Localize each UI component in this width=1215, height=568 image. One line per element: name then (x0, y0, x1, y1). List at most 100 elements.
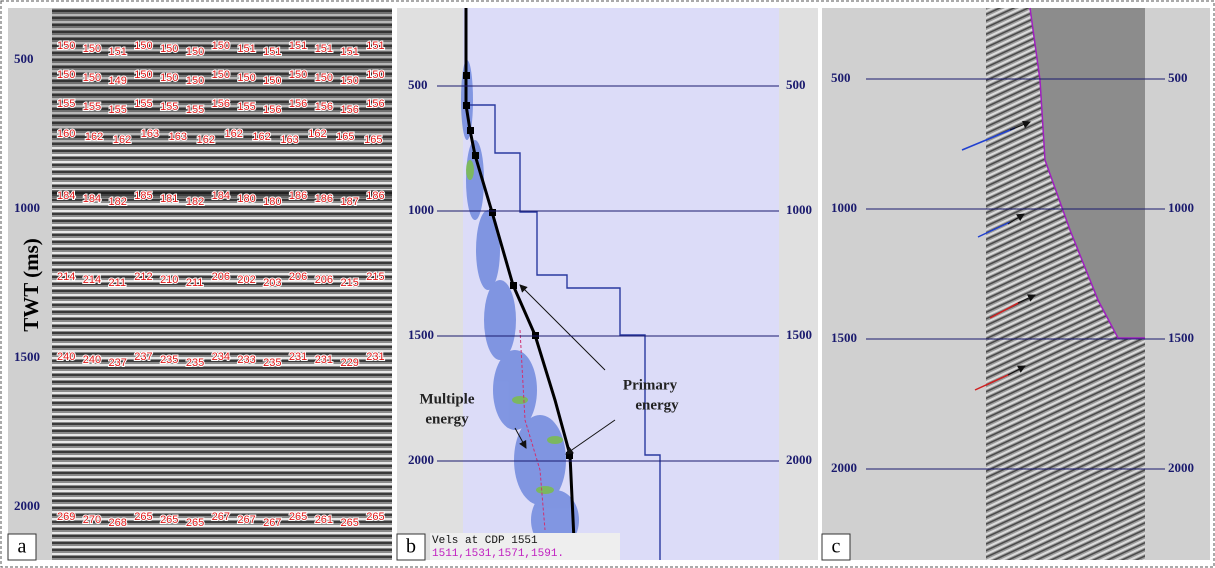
annotation: Multiple (420, 391, 475, 407)
velocity-label: 163 (141, 128, 159, 140)
velocity-label: 233 (237, 354, 255, 366)
velocity-label: 206 (289, 271, 307, 283)
arrow (1017, 294, 1036, 304)
velocity-label: 156 (289, 98, 307, 110)
velocity-label: 155 (237, 101, 255, 113)
y-tick-label: 500 (14, 51, 34, 66)
y-tick-label: 1500 (408, 327, 434, 342)
panel-label: a (18, 536, 27, 558)
arrow (974, 373, 1011, 391)
y-tick-label: 2000 (14, 498, 40, 513)
velocity-label: 240 (57, 351, 75, 363)
velocity-label: 150 (160, 43, 178, 55)
mute-line (1029, 7, 1145, 339)
velocity-label: 180 (237, 193, 255, 205)
velocity-label: 151 (109, 46, 127, 58)
velocity-label: 150 (263, 75, 281, 87)
velocity-label: 211 (186, 277, 204, 289)
velocity-label: 156 (340, 104, 358, 116)
annotation: energy (635, 397, 679, 413)
velocity-label: 150 (212, 40, 230, 52)
multiple-trend (519, 329, 546, 531)
velocity-label: 206 (315, 274, 333, 286)
y-axis-label: TWT (ms) (19, 238, 43, 332)
arrow (961, 127, 1016, 151)
panel-b-content: 500 500 1000 1000 1500 1500 2000 2000 (408, 77, 812, 467)
panel-a-content: 500 1000 1500 2000 150 150 151 150 150 150 150 151 1… (14, 39, 386, 530)
velocity-label: 185 (134, 190, 152, 202)
panel-label-box (7, 533, 37, 561)
velocity-label: 150 (134, 40, 152, 52)
velocity-label: 235 (186, 357, 204, 369)
velocity-label: 151 (289, 40, 307, 52)
velocity-label: 231 (289, 351, 307, 363)
velocity-label: 269 (57, 511, 75, 523)
panel-label: c (832, 536, 841, 558)
velocity-label: 231 (366, 351, 384, 363)
velocity-label: 156 (366, 98, 384, 110)
arrow (519, 284, 606, 371)
velocity-label: 165 (336, 131, 354, 143)
velocity-label: 151 (237, 43, 255, 55)
velocity-label: 186 (315, 193, 333, 205)
velocity-label: 235 (263, 357, 281, 369)
y-tick-label: 1500 (786, 327, 812, 342)
semblance-peaks (466, 160, 563, 494)
velocity-label: 155 (109, 104, 127, 116)
velocity-label: 206 (212, 271, 230, 283)
velocity-label: 237 (134, 351, 152, 363)
velocity-label: 267 (237, 514, 255, 526)
velocity-label: 265 (289, 511, 307, 523)
annotation: Primary (623, 377, 678, 393)
panel-c-content: 500 500 1000 1000 1500 1500 2000 2000 (831, 70, 1194, 475)
velocity-label: 267 (212, 511, 230, 523)
arrow (1007, 213, 1025, 225)
velocity-label: 150 (186, 75, 204, 87)
velocity-label: 210 (160, 274, 178, 286)
velocity-label: 268 (109, 517, 127, 529)
velocity-label: 184 (57, 190, 75, 202)
velocity-label: 163 (169, 131, 187, 143)
reflector-band (52, 8, 392, 143)
panel-c (822, 7, 1210, 560)
velocity-label: 270 (83, 514, 101, 526)
velocity-label: 150 (340, 75, 358, 87)
y-tick-label: 500 (786, 77, 806, 92)
velocity-label: 150 (212, 69, 230, 81)
velocity-label: 162 (113, 134, 131, 146)
vels-title: Vels at CDP 1551 (432, 535, 538, 547)
velocity-label: 155 (186, 104, 204, 116)
y-tick-label: 2000 (408, 452, 434, 467)
velocity-label: 155 (57, 98, 75, 110)
velocity-label: 150 (57, 69, 75, 81)
panel-b (397, 8, 818, 560)
y-tick-label: 1500 (14, 349, 40, 364)
panel-label-box (821, 533, 851, 561)
mute-zone (1030, 8, 1145, 338)
velocity-label: 149 (109, 75, 127, 87)
velocity-label: 150 (57, 40, 75, 52)
velocity-label: 214 (83, 274, 101, 286)
velocity-label: 203 (263, 277, 281, 289)
velocity-label: 202 (237, 274, 255, 286)
velocity-label: 151 (315, 43, 333, 55)
velocity-label: 160 (57, 128, 75, 140)
vels-values: 1511,1531,1571,1591. (432, 548, 564, 560)
velocity-label: 151 (263, 46, 281, 58)
y-tick-label: 1000 (786, 202, 812, 217)
velocity-label: 215 (366, 271, 384, 283)
velocity-label: 150 (186, 46, 204, 58)
velocity-label: 156 (315, 101, 333, 113)
panel-a: TWT (ms) (8, 8, 392, 560)
velocity-label: 150 (315, 72, 333, 84)
velocity-label: 265 (186, 517, 204, 529)
arrow (1007, 365, 1026, 376)
vels-box (430, 533, 620, 560)
interval-velocity (463, 104, 661, 560)
reflector (52, 190, 392, 198)
velocity-label: 150 (237, 72, 255, 84)
velocity-label: 186 (289, 190, 307, 202)
velocity-label: 265 (160, 514, 178, 526)
velocity-label: 229 (340, 357, 358, 369)
